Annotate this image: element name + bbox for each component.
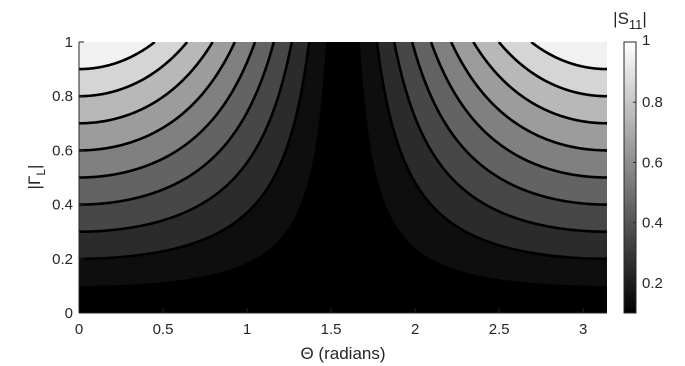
contour-line-right [429,42,607,179]
contour-line-right [392,42,607,233]
plot-area [79,42,607,313]
contour-line-right [375,42,607,261]
colorbar-gradient [623,41,637,314]
colorbar-tick-label: 0.4 [642,215,663,232]
contour-line-right [497,42,607,98]
contour-line-right [449,42,607,152]
colorbar-tick-label: 0.8 [642,94,663,111]
x-axis-label: Θ (radians) [300,344,385,363]
contour-line-right [530,42,607,71]
contour-line-left [79,42,237,152]
y-tick-label: 1 [65,34,73,51]
contour-line-left [79,42,276,206]
contour-line-left [79,42,257,179]
y-tick-label: 0.6 [52,142,73,159]
y-tick-label: 0.2 [52,251,73,268]
x-axis: 0 0.5 1 1.5 2 2.5 3 Θ (radians) [75,308,607,363]
contour-line-left [79,42,311,261]
x-tick-label: 2 [411,321,419,338]
colorbar-tick-label: 0.2 [642,275,663,292]
contour-line-left [79,42,189,98]
x-tick-label: 0 [75,321,83,338]
contour-line-right [472,42,607,125]
y-axis: 0 0.2 0.4 0.6 0.8 1 |ΓL| [25,34,84,322]
x-tick-label: 1.5 [321,321,342,338]
contour-band-left [79,42,155,70]
x-tick-label: 1 [243,321,251,338]
y-tick-label: 0.4 [52,197,73,214]
colorbar-tick-label: 0.6 [642,154,663,171]
y-tick-label: 0.8 [52,88,73,105]
colorbar-tick-label: 1 [642,32,650,49]
contour-lines [79,42,607,261]
contour-line-left [79,42,294,233]
contour-band-right [531,42,607,70]
x-tick-label: 3 [579,321,587,338]
colorbar: 0.2 0.4 0.6 0.8 1 |S11| [613,9,663,314]
colorbar-label: |S11| [613,9,647,32]
x-tick-label: 0.5 [153,321,174,338]
y-tick-label: 0 [65,305,73,322]
x-tick-label: 2.5 [489,321,510,338]
contour-line-right [410,42,607,206]
contour-line-left [79,42,156,71]
contour-line-left [79,42,214,125]
y-axis-label: |ΓL| [25,165,48,190]
